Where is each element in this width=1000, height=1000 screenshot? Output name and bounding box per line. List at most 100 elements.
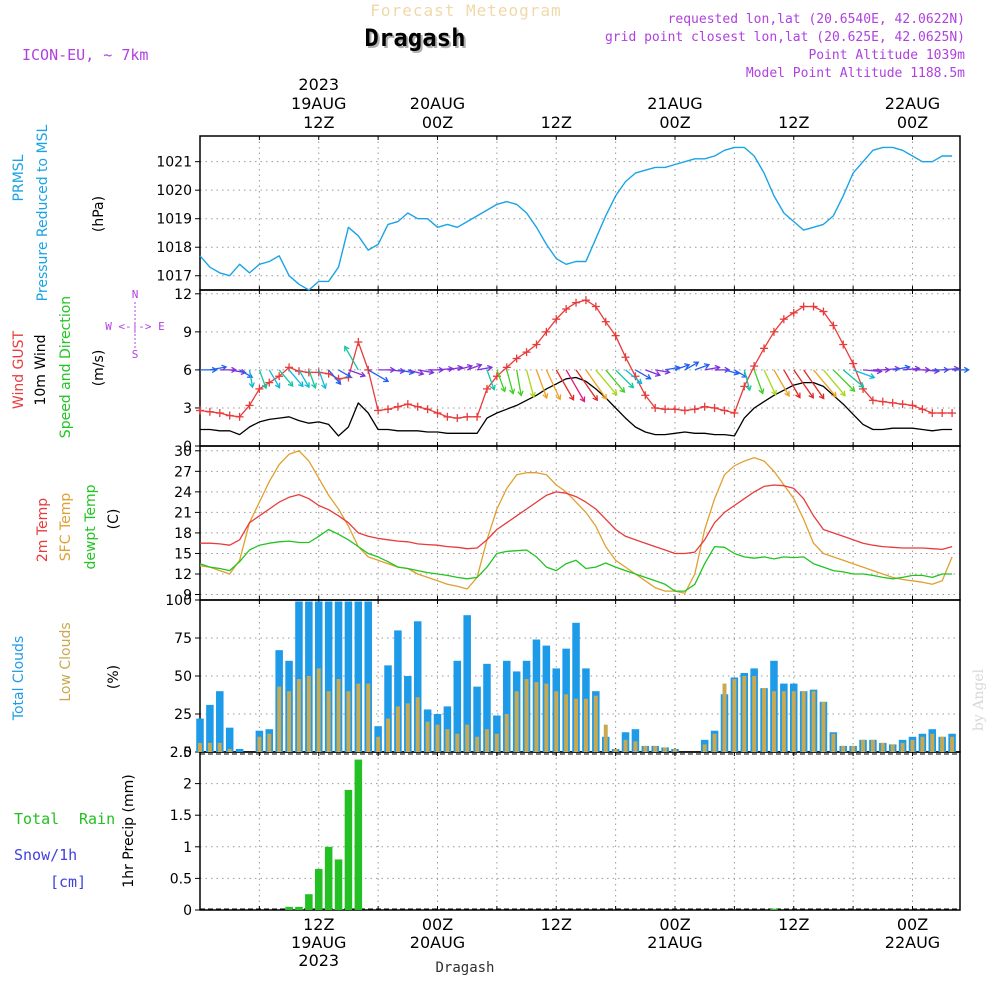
wind-arrow-head [555,394,562,401]
rain-label: Rain [79,810,115,828]
low-cloud-bar [207,742,212,752]
low-cloud-bar [712,733,717,752]
ytick-label: 1 [183,840,192,856]
top-time-label: 00Z [659,113,690,132]
wind-arrow-shaft [862,369,882,373]
gust-point [829,321,838,330]
low-cloud-bar [445,729,450,752]
gust-point [839,340,848,349]
wind-arrow-head [703,363,711,370]
top-time-label: 22AUG [885,94,940,113]
wind-arrow-shaft [407,369,424,375]
low-cloud-bar [742,676,747,752]
rain-bar [314,868,323,910]
wind-arrow [278,369,294,387]
wind-arrow-shaft [506,369,514,394]
wind-arrow-head [795,392,801,399]
gust-point [522,348,531,357]
wind-arrow [344,345,359,371]
wind-arrow-shaft [545,369,561,400]
low-cloud-bar [940,736,945,752]
precip-panel-labels: Total Rain Snow/1h [cm] 1hr Precip (mm) [14,774,137,891]
low-cloud-bar [593,695,598,752]
wind-arrow [822,369,846,397]
wind-arrow [783,369,801,399]
point-altitude: Point Altitude 1039m [808,48,965,63]
ytick-label: 50 [174,669,192,685]
total-cloud-bar [225,727,234,752]
low-cloud-bar [870,739,875,752]
wind-label: 10m Wind [33,334,49,405]
low-cloud-bar [514,691,519,752]
wind-arrow-head [335,379,342,386]
wind-arrow [813,369,837,398]
gust-point [562,305,571,314]
wind-arrow-shaft [535,369,548,399]
wind-arrow [743,369,752,392]
wind-arrow-head [261,383,268,390]
snow-label: Snow/1h [14,846,77,864]
total-cloud-label: Total Clouds [11,636,27,721]
wind-arrow-shaft [942,367,959,371]
low-cloud-bar [267,733,272,752]
wind-arrow-shaft [684,361,699,371]
low-cloud-bar [623,739,628,752]
wind-arrow [922,367,941,375]
wind-arrow [803,369,825,400]
total-cloud-bar [384,665,392,752]
gust-point [730,409,739,418]
wind-arrow-shaft [922,369,939,372]
wind-arrow-shaft [268,369,281,388]
bottom-time-label: 12Z [303,915,334,934]
wind-arrow-shaft [902,367,920,371]
rain-bar [295,906,303,910]
ytick-label: 9 [183,325,192,341]
low-cloud-bar [494,733,499,752]
wind-arrow-shaft [555,369,575,401]
gust-point [552,315,561,324]
wind-arrow [902,365,921,372]
wind-arrow-head [601,393,608,401]
wind-arrow-shaft [605,369,625,393]
bottom-time-label: 20AUG [410,933,465,952]
compass-south: S [132,348,139,361]
gust-point [581,296,590,305]
low-cloud-bar [336,679,341,752]
bottom-time-label: 22AUG [885,933,940,952]
wind-arrow [842,369,865,388]
wind-arrow-head [486,364,494,372]
total-cloud-bar [483,663,491,752]
low-cloud-bar [296,679,301,752]
gust-point [878,397,887,406]
wind-arrow-head [529,391,536,399]
low-cloud-bar [475,736,480,752]
total-cloud-bar [413,621,422,752]
low-cloud-bar [455,733,460,752]
bottom-time-label: 19AUG [291,933,346,952]
footer-location: Dragash [435,960,494,976]
wind-arrow-shaft [348,369,366,377]
low-cloud-bar [583,698,588,752]
wind-arrow-head [231,366,238,374]
wind-arrow-head [500,386,507,393]
gust-point [443,412,452,421]
wind-arrow-shaft [793,369,814,399]
wind-arrow-shaft [338,369,351,378]
wind-arrow [595,369,618,396]
wind-arrow-head [693,361,700,367]
low-cloud-bar [752,676,757,752]
total-label: Total [14,810,59,828]
ytick-label: 27 [174,464,192,480]
ytick-label: 1021 [156,155,192,171]
low-cloud-bar [287,691,292,752]
wind-arrow-head [645,373,652,380]
low-cloud-bar [376,736,381,752]
plot-layer: 1017101810191020102103691291215182124273… [156,75,970,970]
gust-label: Wind GUST [11,330,27,409]
low-cloud-bar [811,691,816,752]
sfc-temp-line [199,450,953,594]
wind-arrow-head [724,366,731,374]
wind-arrow [258,369,268,390]
gust-point [423,405,432,414]
